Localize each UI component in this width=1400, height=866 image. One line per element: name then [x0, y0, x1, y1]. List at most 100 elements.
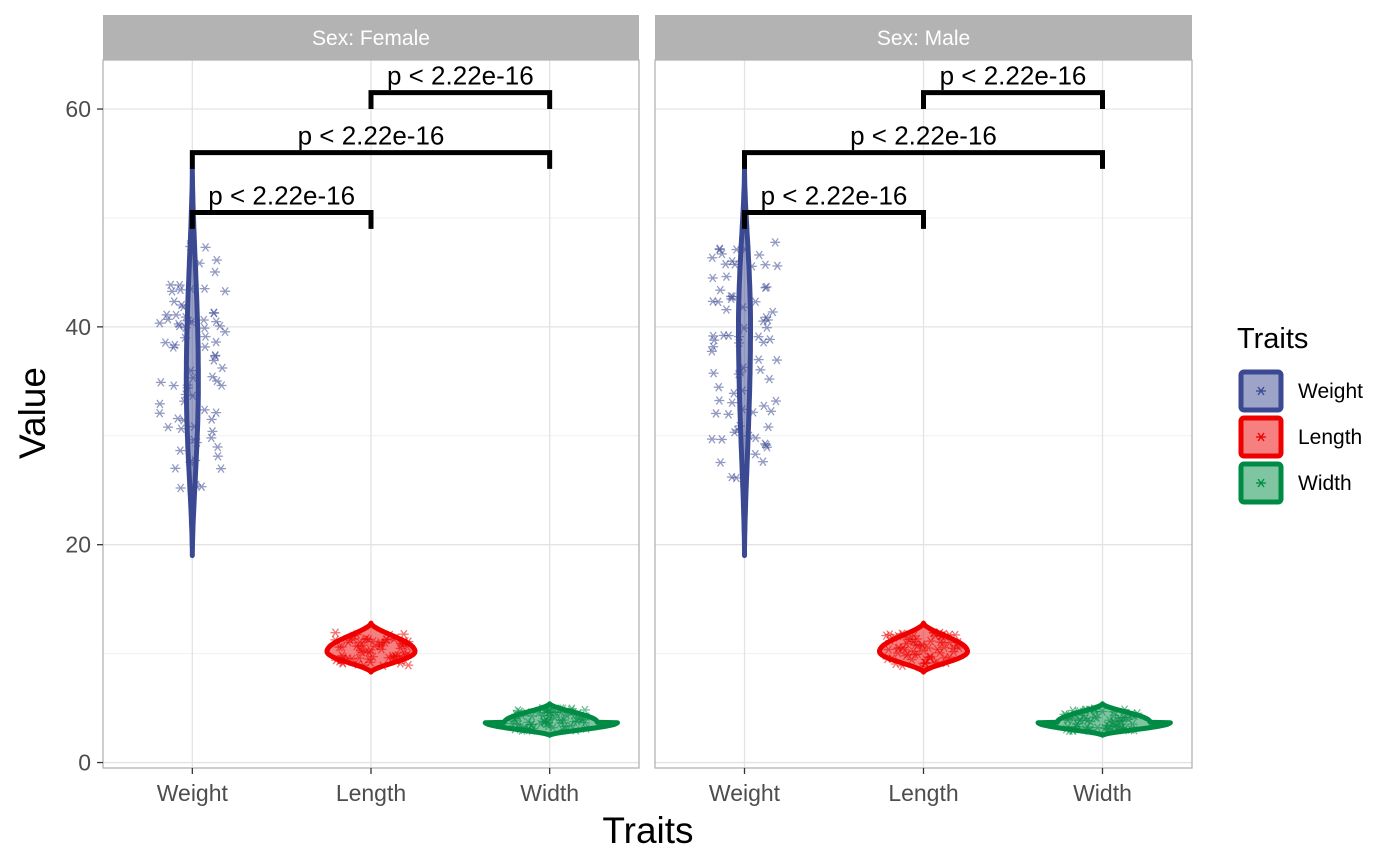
- jitter-point: [753, 355, 764, 365]
- jitter-point: [706, 347, 717, 356]
- jitter-point: [211, 376, 222, 386]
- jitter-point: [160, 338, 171, 348]
- jitter-point: [176, 424, 187, 434]
- jitter-point: [718, 331, 729, 340]
- jitter-point: [714, 396, 725, 405]
- facet-strip: [103, 15, 639, 60]
- p-value-label: p < 2.22e-16: [298, 121, 445, 151]
- bracket-line: [189, 150, 553, 169]
- jitter-point: [767, 307, 778, 317]
- jitter-point: [714, 245, 725, 254]
- jitter-point: [172, 414, 183, 423]
- jitter-point: [707, 253, 718, 263]
- jitter-point: [211, 337, 222, 347]
- jitter-point: [403, 660, 414, 670]
- jitter-point: [168, 343, 179, 352]
- jitter-point: [758, 316, 769, 326]
- jitter-point: [716, 249, 727, 259]
- jitter-point: [708, 368, 719, 378]
- facet-panels: Sex: Female p < 2.22e-16 p < 2.22e-16 p < 2…: [65, 15, 1193, 806]
- jitter-point: [330, 628, 341, 638]
- facet-strip: [655, 15, 1192, 60]
- violin-shape: [877, 620, 970, 675]
- x-axis-title: Traits: [602, 810, 693, 851]
- jitter-point: [175, 446, 186, 455]
- p-value-label: p < 2.22e-16: [208, 180, 355, 210]
- jitter-point: [200, 342, 211, 352]
- jitter-point: [199, 405, 210, 415]
- p-value-label: p < 2.22e-16: [940, 61, 1087, 91]
- jitter-point: [757, 457, 768, 467]
- jitter-point: [199, 323, 210, 333]
- jitter-point: [761, 282, 772, 292]
- bracket-line: [368, 90, 553, 110]
- violin-length: [324, 620, 418, 675]
- jitter-point: [171, 310, 182, 320]
- jitter-point: [168, 381, 179, 390]
- violin-shape: [482, 701, 620, 738]
- jitter-point: [761, 323, 772, 333]
- legend-entry-length: Length: [1238, 415, 1362, 459]
- jitter-point: [200, 242, 211, 252]
- p-value-label: p < 2.22e-16: [850, 121, 997, 151]
- y-tick-label: 20: [65, 532, 91, 558]
- jitter-point: [770, 237, 781, 247]
- jitter-point: [753, 332, 764, 342]
- jitter-point: [398, 629, 409, 639]
- violin-shape: [1035, 701, 1173, 738]
- jitter-point: [881, 631, 892, 641]
- x-tick-label: Width: [1073, 780, 1132, 806]
- bracket-line: [742, 150, 1105, 169]
- jitter-point: [208, 356, 219, 365]
- jitter-point: [200, 332, 211, 341]
- jitter-point: [169, 297, 180, 306]
- significance-bracket: p < 2.22e-16: [742, 180, 926, 229]
- jitter-point: [754, 250, 765, 260]
- violin-shape: [183, 166, 201, 559]
- jitter-point: [211, 408, 222, 418]
- jitter-point: [199, 284, 210, 294]
- jitter-point: [713, 382, 724, 392]
- jitter-point: [729, 427, 740, 437]
- jitter-point: [210, 351, 221, 360]
- jitter-point: [764, 335, 775, 344]
- p-value-label: p < 2.22e-16: [387, 61, 534, 91]
- bracket-line: [921, 90, 1105, 110]
- jitter-point: [764, 374, 775, 384]
- violin-shape: [324, 620, 418, 675]
- jitter-point: [770, 396, 781, 406]
- jitter-point: [167, 286, 178, 296]
- jitter-point: [215, 464, 226, 474]
- jitter-point: [175, 285, 186, 295]
- jitter-point: [220, 286, 231, 296]
- jitter-point: [721, 305, 732, 315]
- jitter-point: [175, 483, 186, 493]
- jitter-point: [721, 272, 732, 281]
- p-value-label: p < 2.22e-16: [761, 180, 908, 210]
- jitter-point: [771, 355, 782, 365]
- bracket-line: [742, 209, 926, 229]
- jitter-point: [155, 377, 166, 387]
- jitter-point: [772, 261, 783, 271]
- legend-entry-width: Width: [1238, 461, 1352, 505]
- jitter-point: [154, 399, 165, 409]
- jitter-point: [750, 433, 761, 443]
- x-tick-label: Length: [888, 780, 958, 806]
- violin-width: [482, 701, 620, 738]
- jitter-point: [214, 321, 225, 331]
- violin-weight: [154, 166, 231, 559]
- jitter-point: [707, 297, 718, 306]
- violin-length: [877, 620, 970, 675]
- legend-key-point: [1256, 386, 1266, 396]
- jitter-point: [217, 363, 228, 373]
- y-tick-label: 0: [78, 750, 91, 776]
- legend-label: Width: [1298, 472, 1352, 495]
- jitter-point: [727, 398, 738, 408]
- jitter-point: [726, 472, 737, 482]
- y-axis-title: Value: [12, 367, 53, 459]
- jitter-point: [216, 381, 227, 390]
- legend-label: Weight: [1298, 380, 1363, 403]
- jitter-point: [708, 331, 719, 341]
- jitter-point: [210, 267, 221, 277]
